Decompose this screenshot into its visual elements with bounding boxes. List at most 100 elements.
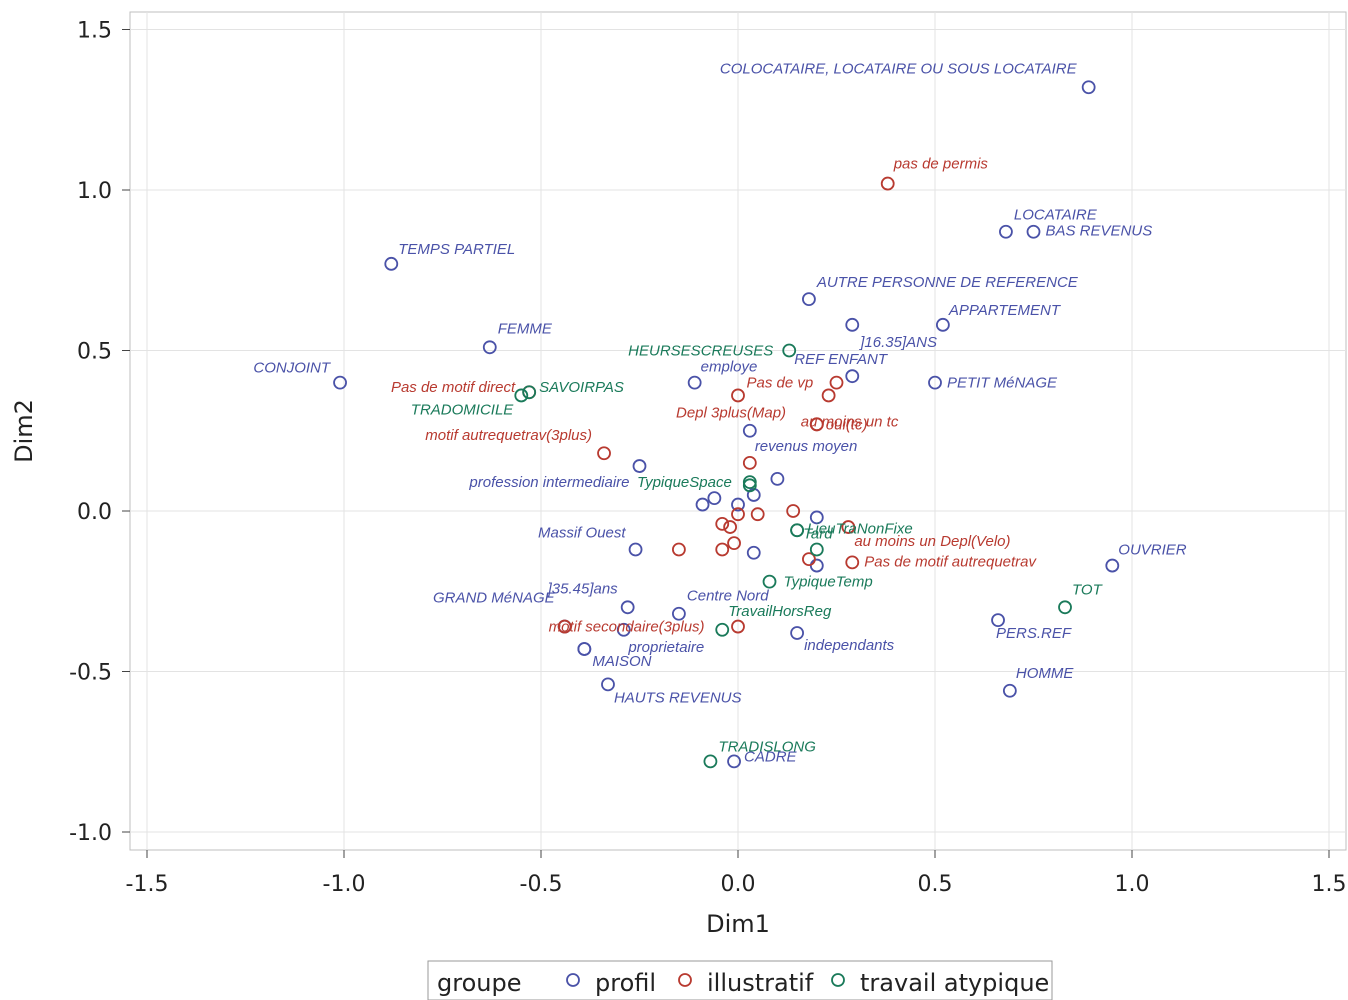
data-point bbox=[742, 455, 757, 470]
data-point bbox=[999, 224, 1013, 239]
data-point bbox=[742, 478, 757, 493]
point-label: TOT bbox=[1072, 581, 1104, 598]
legend-box bbox=[427, 960, 1053, 1000]
point-label: REF ENFANT bbox=[794, 351, 889, 368]
point-label: Massif Ouest bbox=[538, 525, 626, 542]
point-label: proprietaire bbox=[627, 639, 704, 656]
data-point bbox=[707, 491, 722, 506]
point-label: pas de permis bbox=[893, 156, 989, 173]
point-label: LieuTraNonFixe bbox=[807, 520, 913, 537]
data-point bbox=[632, 459, 647, 473]
data-point bbox=[1081, 80, 1096, 95]
point-label: FEMME bbox=[498, 320, 553, 337]
data-point bbox=[723, 520, 738, 534]
y-tick-label: 1.5 bbox=[77, 19, 112, 44]
data-point bbox=[1105, 558, 1120, 573]
point-label: OUVRIER bbox=[1118, 542, 1187, 559]
data-point bbox=[1002, 683, 1017, 698]
data-point bbox=[935, 317, 950, 332]
data-point bbox=[384, 256, 399, 271]
data-point bbox=[845, 317, 860, 332]
y-tick-label: -1.0 bbox=[69, 821, 112, 846]
data-point bbox=[727, 754, 741, 769]
data-point bbox=[715, 516, 730, 531]
point-label: TravailHorsReg bbox=[728, 603, 832, 620]
data-point bbox=[727, 536, 741, 550]
data-point bbox=[482, 340, 497, 355]
data-point bbox=[601, 677, 615, 692]
point-label: Pas de vp bbox=[747, 375, 814, 392]
data-point bbox=[620, 600, 635, 615]
y-tick-label: 0.0 bbox=[77, 500, 112, 525]
point-label: MAISON bbox=[592, 653, 651, 670]
data-point bbox=[742, 423, 757, 438]
point-label: au moins un tc bbox=[801, 413, 899, 430]
data-point bbox=[616, 622, 631, 637]
data-point bbox=[628, 542, 643, 557]
point-label: HAUTS REVENUS bbox=[614, 689, 742, 706]
data-point bbox=[782, 343, 797, 358]
data-point bbox=[695, 497, 710, 512]
point-label: oui(tc) bbox=[826, 416, 868, 433]
x-axis-title: Dim1 bbox=[706, 910, 770, 938]
y-tick-label: 0.5 bbox=[77, 340, 112, 365]
point-label: BAS REVENUS bbox=[1046, 223, 1153, 240]
legend-marker-travail-atypique bbox=[831, 973, 845, 987]
point-label: ]35.45]ans bbox=[546, 580, 619, 597]
data-point bbox=[715, 542, 730, 557]
point-label: TypiqueSpace bbox=[637, 474, 732, 491]
legend-label-illustratif: illustratif bbox=[707, 969, 814, 997]
data-point bbox=[1058, 600, 1072, 615]
point-label: au moins un Depl(Velo) bbox=[854, 533, 1010, 550]
x-tick-label: -0.5 bbox=[520, 872, 563, 897]
data-points bbox=[333, 80, 1120, 769]
data-point bbox=[841, 520, 856, 534]
data-point bbox=[770, 471, 785, 486]
data-point bbox=[731, 388, 745, 403]
data-point bbox=[750, 507, 765, 522]
point-label: Tard bbox=[803, 525, 833, 542]
x-tick-label: 0.0 bbox=[721, 872, 756, 897]
data-point bbox=[790, 626, 804, 640]
point-label: employe bbox=[701, 359, 758, 376]
data-point bbox=[802, 552, 816, 567]
point-label: AUTRE PERSONNE DE REFERENCE bbox=[816, 274, 1079, 291]
data-point bbox=[731, 497, 745, 512]
data-point bbox=[991, 613, 1005, 628]
legend-marker-profil bbox=[566, 973, 580, 987]
point-label: profession intermediaire bbox=[468, 474, 629, 491]
point-label: TRADISLONG bbox=[718, 738, 816, 755]
point-label: GRAND MéNAGE bbox=[433, 590, 556, 607]
point-label: Pas de motif direct bbox=[391, 379, 516, 396]
x-tick-label: -1.0 bbox=[323, 872, 366, 897]
data-point bbox=[597, 446, 611, 461]
x-tick-label: 0.5 bbox=[918, 872, 953, 897]
data-point bbox=[809, 417, 824, 432]
x-tick-label: 1.0 bbox=[1115, 872, 1150, 897]
legend-label-profil: profil bbox=[595, 969, 656, 997]
point-label: APPARTEMENT bbox=[948, 302, 1062, 319]
point-label: Centre Nord bbox=[687, 588, 769, 605]
data-point bbox=[1026, 224, 1041, 239]
point-label: revenus moyen bbox=[755, 438, 858, 455]
point-label: TEMPS PARTIEL bbox=[398, 241, 515, 258]
data-point bbox=[514, 388, 529, 403]
y-tick-label: -0.5 bbox=[69, 661, 112, 686]
data-point bbox=[746, 545, 761, 560]
data-point bbox=[790, 523, 804, 538]
point-label: CADRE bbox=[744, 748, 798, 765]
data-point bbox=[557, 619, 572, 634]
data-point bbox=[703, 754, 718, 769]
point-label: PETIT MéNAGE bbox=[947, 375, 1058, 392]
point-label: ]16.35]ANS bbox=[858, 334, 937, 351]
y-axis-title: Dim2 bbox=[10, 399, 38, 463]
data-point bbox=[845, 369, 860, 384]
legend: groupe profil illustratif travail atypiq… bbox=[427, 960, 1053, 1000]
data-point bbox=[880, 176, 895, 191]
data-point bbox=[809, 510, 824, 525]
point-label: HOMME bbox=[1016, 665, 1074, 682]
axis-ticks: -1.5 -1.0 -0.5 0.0 0.5 1.0 1.5 -1.0 -0.5 0.0 0.5 1.… bbox=[69, 19, 1346, 898]
x-tick-label: 1.5 bbox=[1312, 872, 1347, 897]
